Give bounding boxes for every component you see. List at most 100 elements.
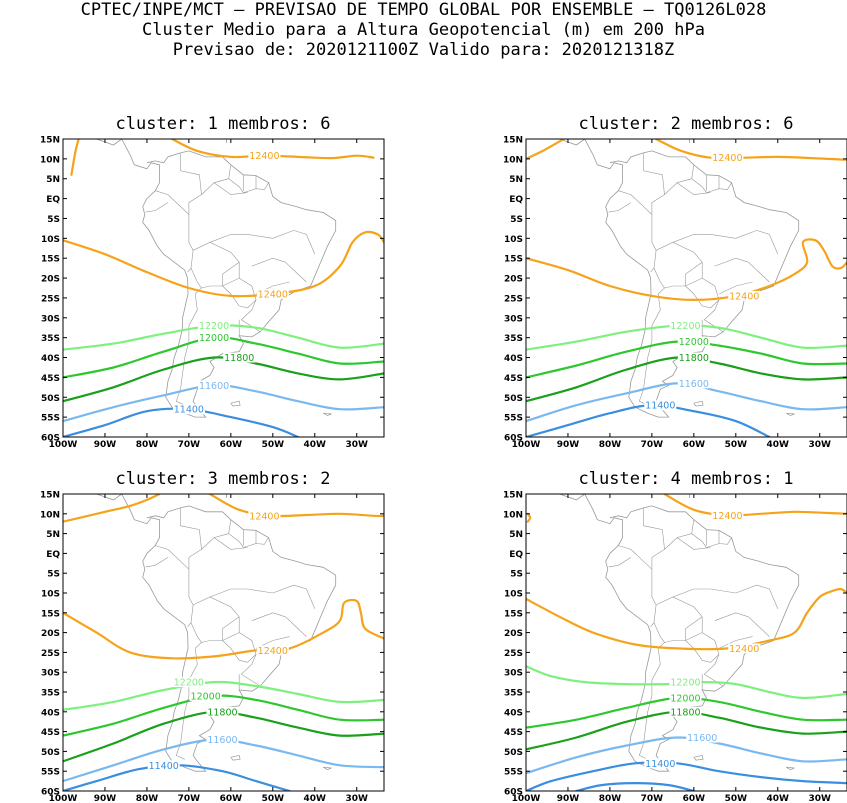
country-border <box>209 588 231 598</box>
country-border <box>228 533 269 548</box>
country-border <box>240 654 261 687</box>
contour-label-background <box>677 378 710 389</box>
coastline <box>96 139 122 146</box>
lat-label-40s: 40S <box>504 354 523 364</box>
island-outline <box>230 754 241 761</box>
figure-title-line-3: Previsao de: 2020121100Z Valido para: 20… <box>172 40 675 60</box>
country-border <box>222 277 257 309</box>
lon-label-60w: 60W <box>683 794 706 803</box>
contour-12400 <box>70 139 80 176</box>
contour-12400 <box>171 139 375 160</box>
lat-label-60s: 60S <box>41 788 60 798</box>
lon-label-80w: 80W <box>599 440 622 450</box>
contour-label-background <box>677 352 710 363</box>
contour-label-background <box>198 380 231 391</box>
lon-label-90w: 90W <box>557 440 580 450</box>
country-border <box>714 257 749 267</box>
lat-label-35s: 35S <box>41 334 60 344</box>
contour-label-background <box>711 510 744 521</box>
country-border <box>285 616 307 637</box>
country-border <box>272 584 316 609</box>
map-area-4: 12400 12400 12200 12000 11800 11600 11400 <box>526 494 847 791</box>
country-border <box>735 230 779 255</box>
coastline <box>584 494 800 772</box>
lat-label-20s: 20S <box>41 275 60 285</box>
lat-label-55s: 55S <box>504 768 523 778</box>
lat-label-50s: 50S <box>41 394 60 404</box>
lat-label-20s: 20S <box>504 629 523 639</box>
contour-label-background <box>172 404 205 415</box>
lat-label-50s: 50S <box>41 748 60 758</box>
map-area-3: 12400 12400 12200 12000 11800 11600 11400 <box>63 494 384 791</box>
country-border <box>608 202 632 213</box>
country-border <box>222 632 257 663</box>
lon-label-30w: 30W <box>808 794 831 803</box>
lon-label-50w: 50W <box>725 794 748 803</box>
lat-label-30s: 30S <box>41 314 60 324</box>
country-border <box>643 152 665 215</box>
lat-label-45s: 45S <box>504 374 523 384</box>
contour-label-11600: 11600 <box>199 381 229 392</box>
contour-12400 <box>526 139 565 160</box>
country-border <box>285 261 307 283</box>
country-border <box>222 616 240 641</box>
island-outline <box>323 412 332 416</box>
lat-label-10n: 10N <box>503 155 523 165</box>
lat-label-15s: 15S <box>41 255 60 265</box>
coastline <box>184 494 227 498</box>
country-border <box>703 299 724 332</box>
lat-label-55s: 55S <box>41 768 60 778</box>
contour-label-11800: 11800 <box>207 707 237 718</box>
lat-label-15s: 15S <box>504 609 523 619</box>
lat-label-10n: 10N <box>40 155 60 165</box>
country-border <box>693 588 736 594</box>
contour-label-12400: 12400 <box>249 151 279 162</box>
panel-title-cluster-1: cluster: 1 membros: 6 <box>115 114 331 134</box>
lat-label-15n: 15N <box>40 136 60 146</box>
contour-label-11800: 11800 <box>679 353 709 364</box>
lat-label-45s: 45S <box>41 374 60 384</box>
contour-label-background <box>189 690 222 701</box>
contour-label-12200: 12200 <box>174 678 204 689</box>
contour-label-12400: 12400 <box>729 644 759 655</box>
country-border <box>691 178 732 193</box>
contour-label-12400: 12400 <box>258 289 288 300</box>
lat-label-15n: 15N <box>503 491 523 501</box>
contour-label-background <box>669 320 702 331</box>
lat-label-15n: 15N <box>503 136 523 146</box>
contour-12400 <box>526 238 847 302</box>
contour-label-background <box>248 150 281 161</box>
lat-label-50s: 50S <box>504 748 523 758</box>
contour-12400 <box>63 598 384 660</box>
lat-label-35s: 35S <box>504 334 523 344</box>
lat-label-15n: 15N <box>40 491 60 501</box>
island-outline <box>230 400 241 407</box>
lon-label-80w: 80W <box>136 794 159 803</box>
country-border <box>251 257 286 267</box>
lon-label-100w: 100W <box>49 440 78 450</box>
map-frame <box>62 138 385 438</box>
contour-12200 <box>63 680 384 711</box>
country-border <box>180 507 202 570</box>
lat-label-25s: 25S <box>504 649 523 659</box>
contour-label-11600: 11600 <box>679 379 709 390</box>
lat-label-10n: 10N <box>503 510 523 520</box>
contour-label-12200: 12200 <box>199 321 229 332</box>
country-border <box>685 616 703 641</box>
lat-label-35s: 35S <box>41 689 60 699</box>
country-border <box>748 261 770 283</box>
country-border <box>672 234 694 243</box>
lat-label-50s: 50S <box>504 394 523 404</box>
lon-label-70w: 70W <box>641 794 664 803</box>
country-border <box>676 182 711 195</box>
lon-label-100w: 100W <box>512 794 541 803</box>
lat-label-eq: EQ <box>46 550 60 560</box>
lat-label-55s: 55S <box>41 414 60 424</box>
lon-label-50w: 50W <box>262 440 285 450</box>
country-border <box>222 261 240 286</box>
contour-12400 <box>63 230 384 298</box>
lat-label-20s: 20S <box>41 629 60 639</box>
country-border <box>685 632 720 663</box>
country-border <box>718 281 753 295</box>
